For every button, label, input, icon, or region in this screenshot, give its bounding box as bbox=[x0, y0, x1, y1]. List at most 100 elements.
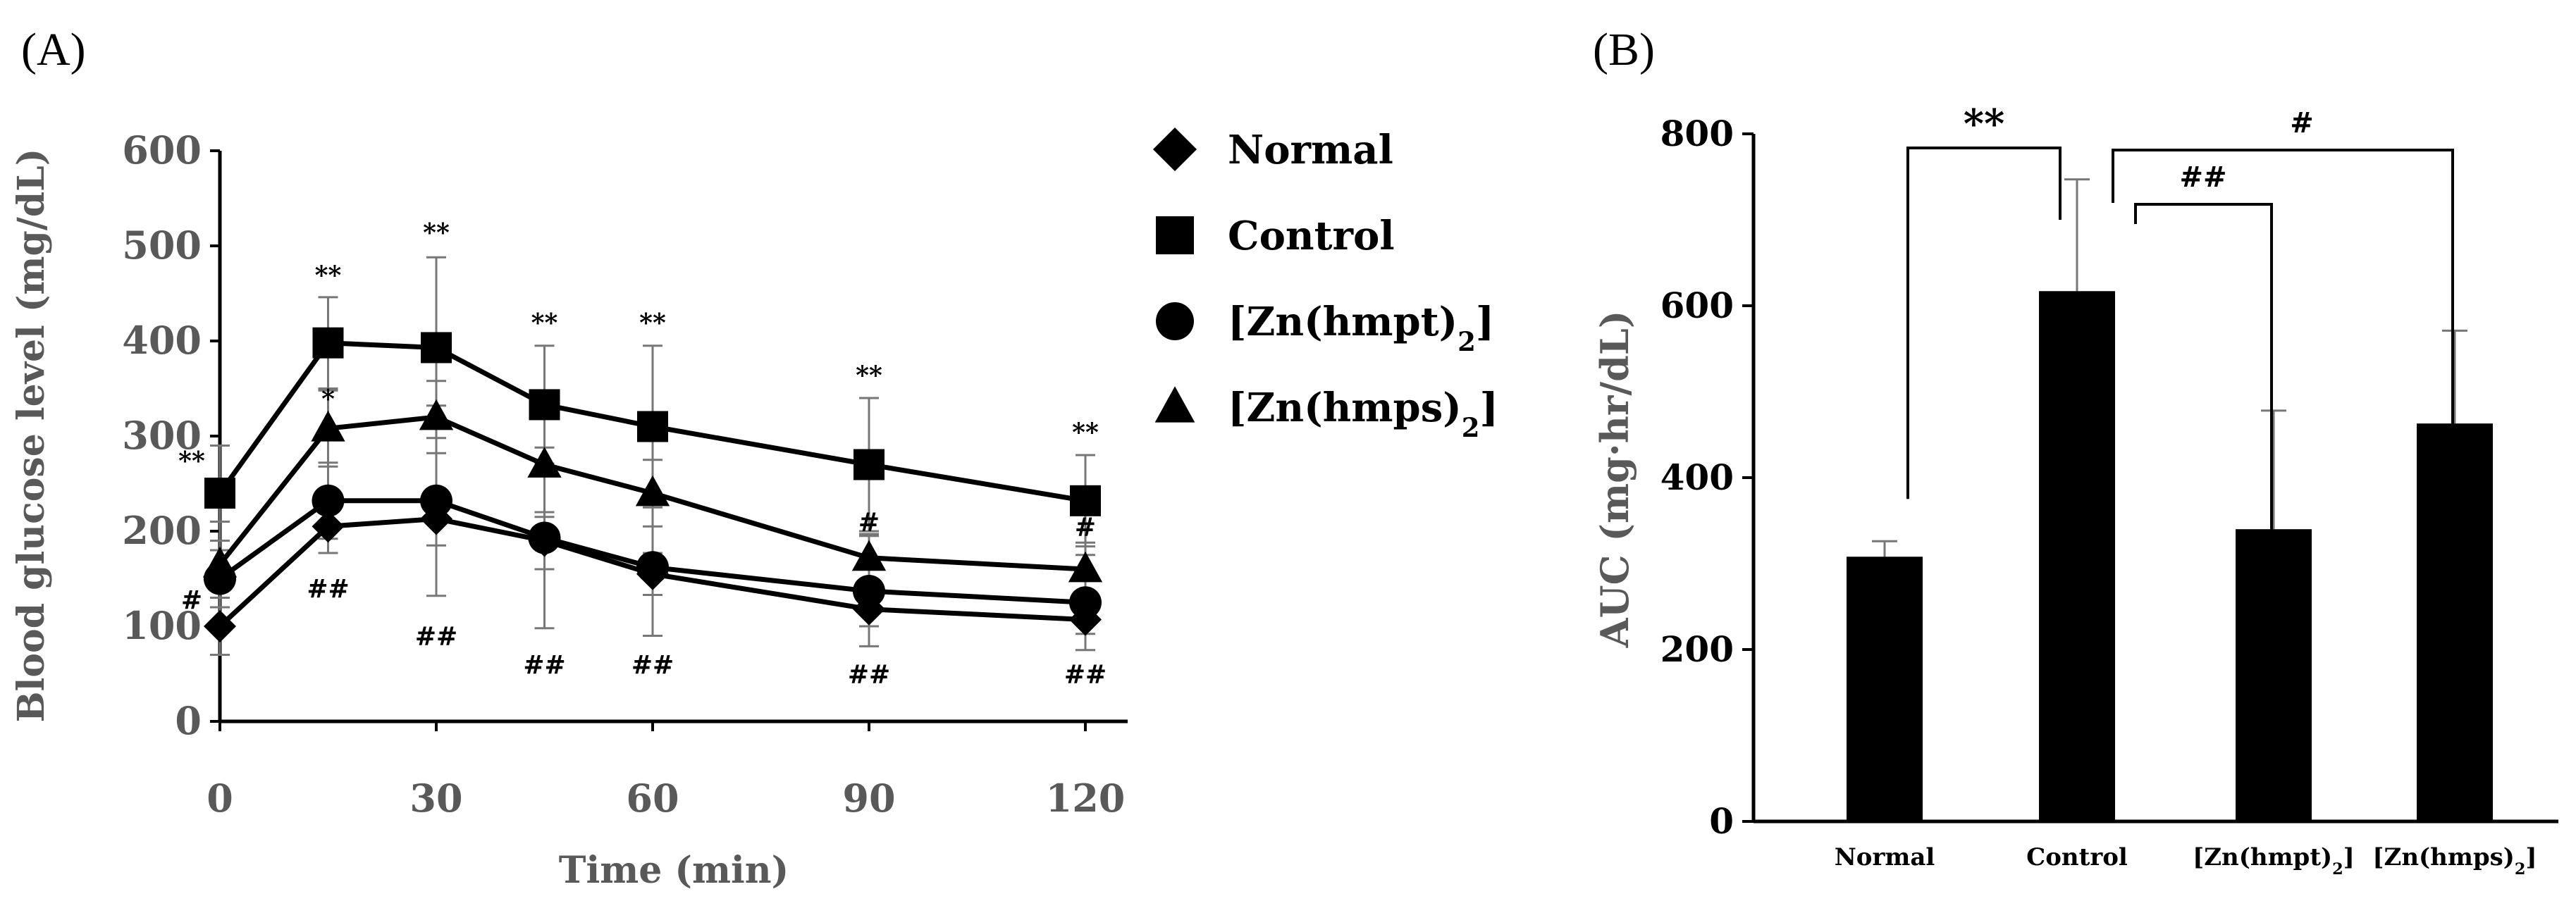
significance-label: ## bbox=[2179, 161, 2226, 194]
panel-a-chart: (A) 0 100 200 300 400 500 600 0 30 60 90 120 Blood… bbox=[10, 24, 1498, 892]
legend-marker-diamond bbox=[1152, 127, 1197, 172]
data-point-zn-hmpt-2 bbox=[528, 521, 561, 554]
data-point-control bbox=[529, 389, 560, 421]
bar-2 bbox=[2039, 291, 2115, 821]
category-label-main: Control bbox=[2026, 843, 2128, 871]
legend-label-suffix: ] bbox=[1476, 299, 1495, 345]
y-tick-label: 500 bbox=[122, 223, 202, 268]
category-label-main: Normal bbox=[1835, 843, 1935, 871]
data-point-zn-hmpt-2 bbox=[1069, 586, 1102, 619]
y-tick-label: 400 bbox=[122, 318, 202, 363]
data-point-normal bbox=[204, 610, 236, 642]
legend-label-main: [Zn(hmps) bbox=[1228, 385, 1462, 431]
data-point-zn-hmps-2 bbox=[851, 540, 887, 571]
y-tick-label: 600 bbox=[122, 128, 202, 173]
panel-b-category-labels: Normal Control [Zn(hmpt)2] [Zn(hmps)2] bbox=[1835, 843, 2537, 878]
y-tick-label: 0 bbox=[1709, 800, 1734, 842]
panel-a-markers bbox=[202, 327, 1103, 642]
panel-a-label: (A) bbox=[21, 24, 86, 75]
category-label-main: [Zn(hmps) bbox=[2372, 843, 2514, 871]
panel-b-error-bars bbox=[1872, 178, 2467, 557]
legend-label: Control bbox=[1228, 213, 1395, 259]
legend-label: [Zn(hmps)2] bbox=[1228, 385, 1498, 443]
category-label-main: [Zn(hmpt) bbox=[2193, 843, 2332, 871]
panel-a-y-axis-title: Blood glucose level (mg/dL) bbox=[10, 149, 53, 723]
significance-annotation: ** bbox=[856, 361, 882, 390]
panel-b-bars bbox=[1847, 291, 2493, 821]
legend-label-main: Normal bbox=[1228, 127, 1393, 173]
significance-annotation: ## bbox=[307, 575, 349, 604]
significance-annotation: * bbox=[321, 385, 335, 414]
panel-a-x-ticks: 0 30 60 90 120 bbox=[207, 721, 1125, 821]
legend-label: Normal bbox=[1228, 127, 1393, 173]
significance-annotation: ## bbox=[848, 660, 890, 690]
x-tick-label: 90 bbox=[842, 776, 895, 821]
panel-a-x-axis-title: Time (min) bbox=[559, 849, 789, 892]
bar-4 bbox=[2417, 423, 2493, 821]
x-tick-label: 0 bbox=[207, 776, 233, 821]
category-label: Control bbox=[2026, 843, 2128, 871]
x-tick-label: 120 bbox=[1046, 776, 1126, 821]
category-label-suffix: ] bbox=[2525, 843, 2537, 871]
panel-b-y-axis-title: AUC (mg·hr/dL) bbox=[1592, 311, 1637, 649]
y-tick-label: 300 bbox=[122, 413, 202, 458]
significance-annotation: ** bbox=[178, 446, 205, 476]
data-point-control bbox=[853, 449, 885, 480]
category-label-subscript: 2 bbox=[2332, 860, 2343, 878]
significance-annotation: ** bbox=[1072, 418, 1099, 447]
significance-annotation: # bbox=[181, 586, 202, 616]
category-label-subscript: 2 bbox=[2515, 860, 2526, 878]
legend-marker-circle bbox=[1156, 302, 1194, 340]
category-label: [Zn(hmpt)2] bbox=[2193, 843, 2355, 878]
panel-b-significance-brackets: ** ### bbox=[1906, 101, 2454, 768]
data-point-control bbox=[421, 332, 452, 364]
legend-label-subscript: 2 bbox=[1458, 326, 1476, 357]
legend-label-main: [Zn(hmpt) bbox=[1228, 299, 1458, 345]
legend-marker-square bbox=[1156, 216, 1194, 254]
significance-annotation: ** bbox=[423, 218, 450, 247]
y-tick-label: 200 bbox=[122, 508, 202, 553]
y-tick-label: 200 bbox=[1660, 628, 1734, 670]
data-point-control bbox=[1070, 485, 1101, 516]
data-point-control bbox=[204, 478, 235, 509]
significance-annotation: # bbox=[858, 508, 880, 538]
significance-annotation: # bbox=[1075, 513, 1096, 542]
x-tick-label: 60 bbox=[626, 776, 679, 821]
y-tick-label: 400 bbox=[1660, 456, 1734, 498]
y-tick-label: 0 bbox=[175, 698, 202, 743]
data-point-zn-hmps-2 bbox=[202, 546, 238, 578]
data-point-zn-hmpt-2 bbox=[420, 484, 452, 517]
data-point-zn-hmpt-2 bbox=[636, 551, 669, 584]
significance-annotation: ## bbox=[523, 651, 565, 681]
significance-annotation: ## bbox=[1064, 660, 1107, 690]
panel-b-chart: (B) 0 200 400 600 800 AUC (mg·hr/dL) Normal C… bbox=[1592, 24, 2558, 878]
significance-annotation: ## bbox=[631, 651, 674, 681]
data-point-zn-hmpt-2 bbox=[312, 484, 345, 517]
bar-1 bbox=[1847, 557, 1923, 821]
bar-3 bbox=[2236, 529, 2312, 821]
data-point-zn-hmps-2 bbox=[1068, 551, 1103, 583]
significance-bracket bbox=[1906, 147, 2062, 499]
data-point-zn-hmps-2 bbox=[635, 475, 670, 507]
significance-annotation: ## bbox=[415, 622, 457, 652]
data-point-zn-hmpt-2 bbox=[853, 575, 885, 608]
panel-a-annotations: **#***##**##**##**##**###**### bbox=[178, 218, 1107, 690]
data-point-zn-hmps-2 bbox=[527, 447, 562, 478]
significance-label: ** bbox=[1964, 101, 2005, 147]
significance-annotation: ** bbox=[315, 261, 342, 290]
significance-bracket bbox=[2112, 149, 2454, 768]
category-label: Normal bbox=[1835, 843, 1935, 871]
panel-a-y-ticks: 0 100 200 300 400 500 600 bbox=[122, 128, 220, 743]
x-tick-label: 30 bbox=[409, 776, 462, 821]
data-point-control bbox=[312, 327, 344, 359]
panel-b-label: (B) bbox=[1593, 24, 1655, 75]
legend-label-suffix: ] bbox=[1479, 385, 1498, 431]
legend-label: [Zn(hmpt)2] bbox=[1228, 299, 1494, 357]
significance-annotation: ** bbox=[531, 309, 558, 338]
significance-bracket bbox=[2134, 203, 2273, 590]
legend-label-main: Control bbox=[1228, 213, 1395, 259]
data-point-normal bbox=[312, 510, 345, 543]
